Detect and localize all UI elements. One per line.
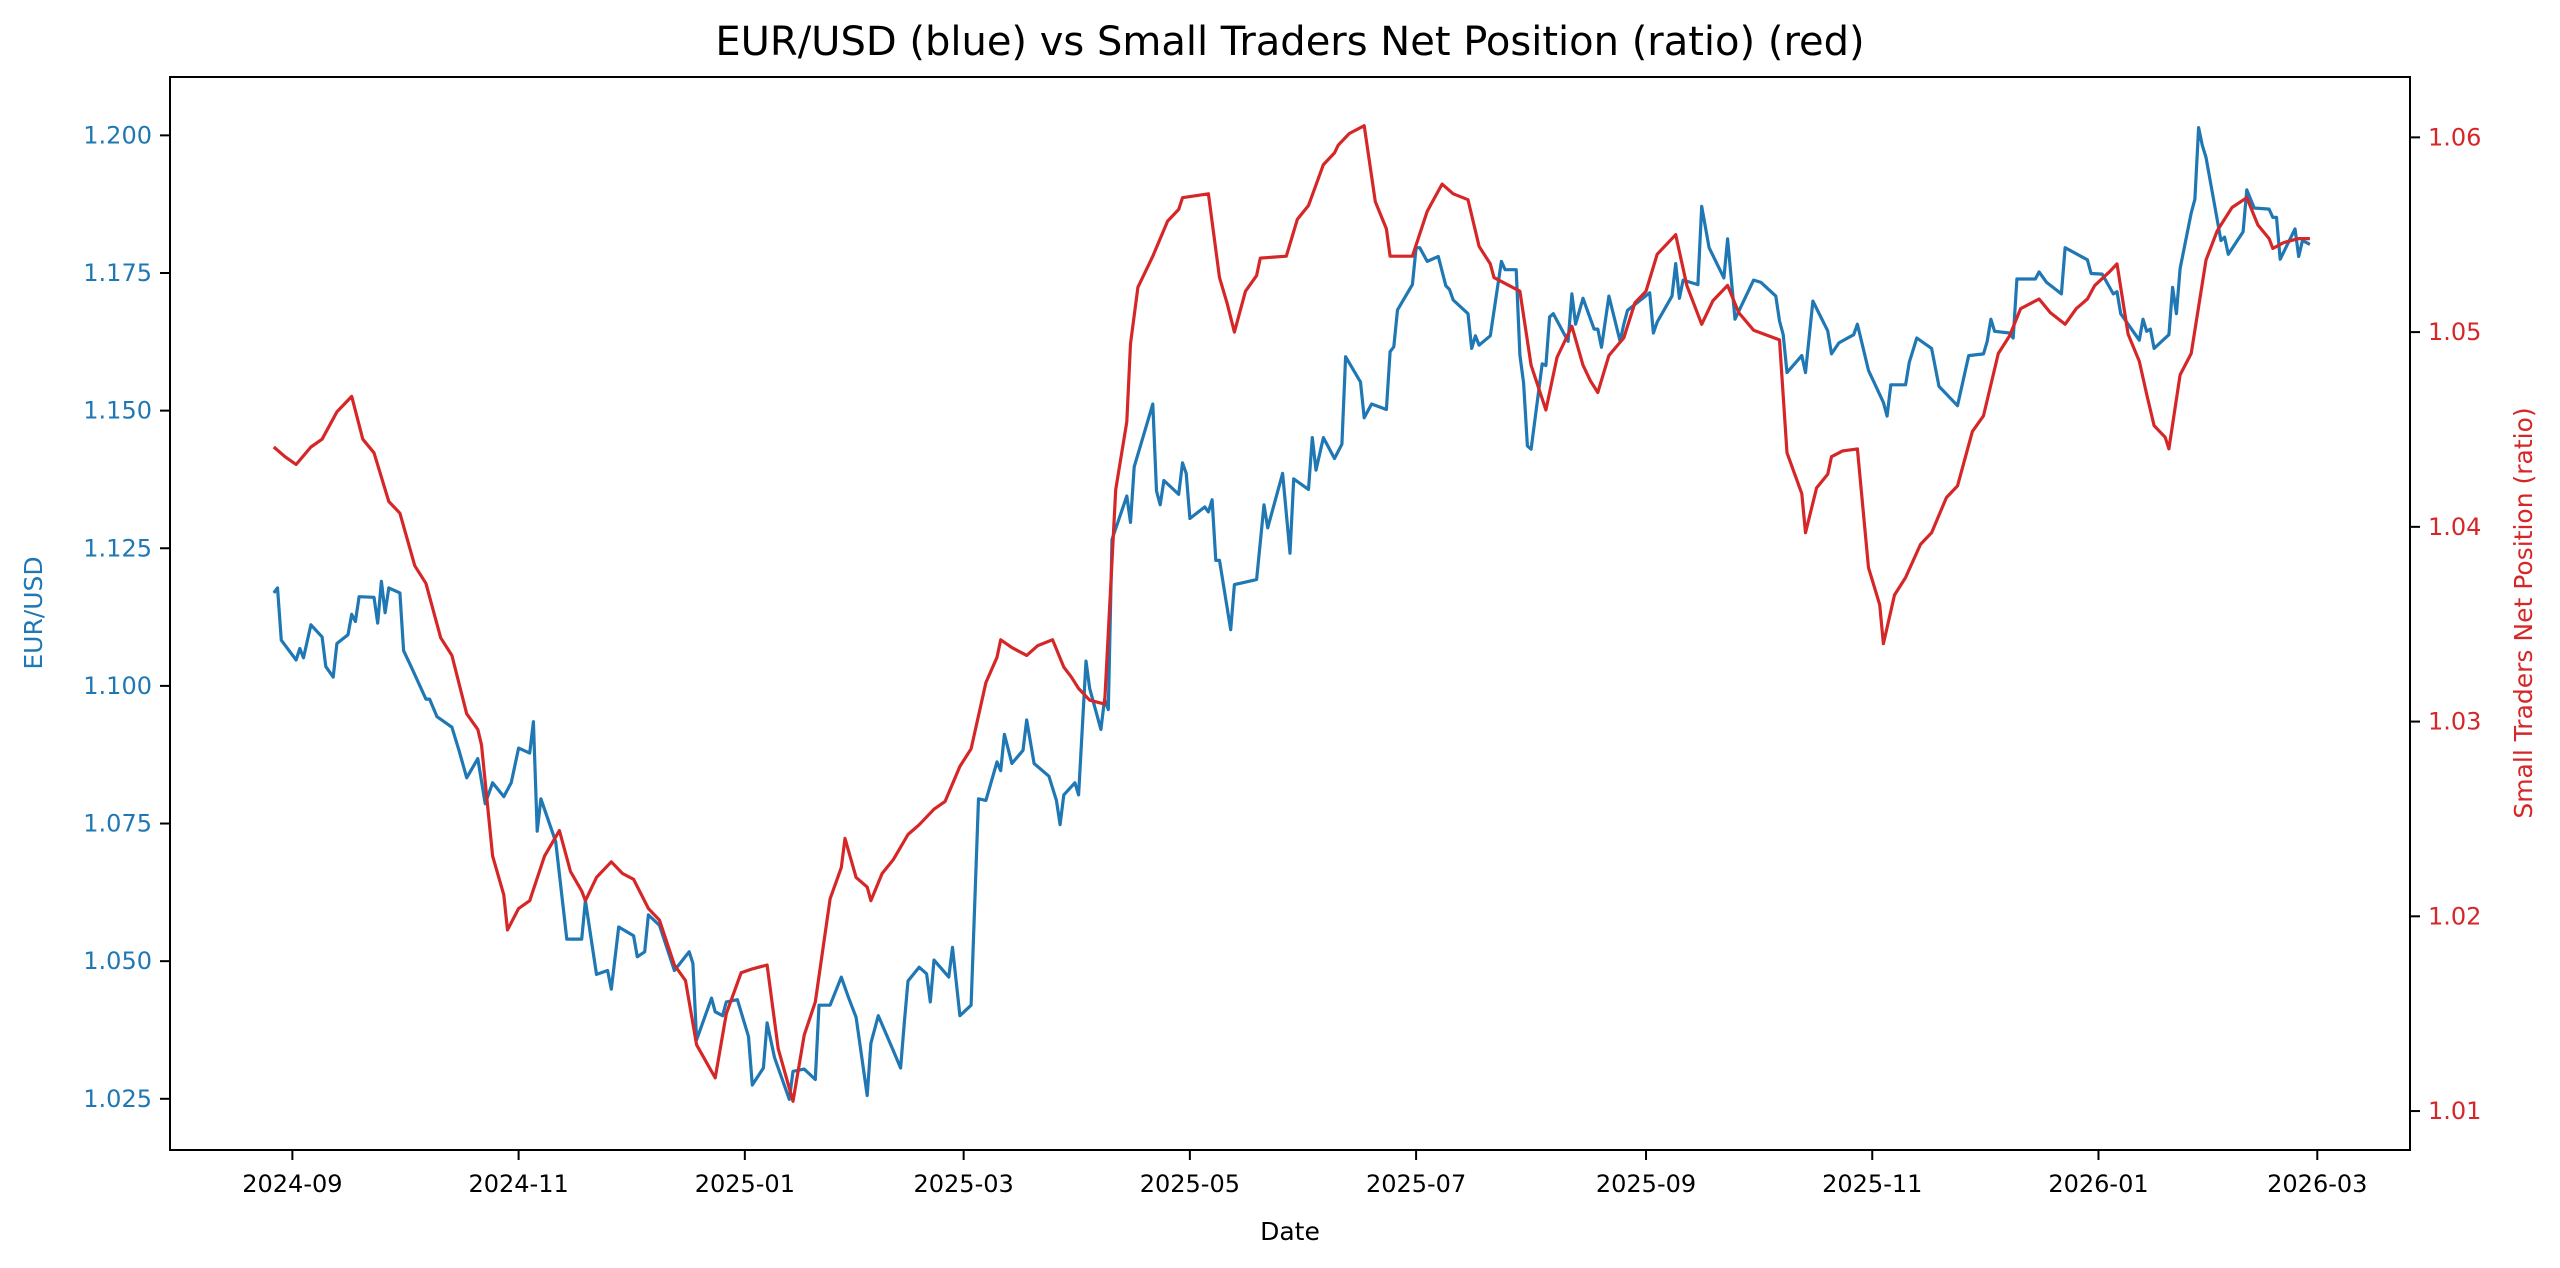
x-tick-label: 2024-11 <box>468 1170 568 1198</box>
plot-frame <box>169 76 2411 1151</box>
x-tick-label: 2026-01 <box>2048 1170 2148 1198</box>
y-left-tick-label: 1.125 <box>83 534 152 562</box>
x-tick-label: 2025-01 <box>695 1170 795 1198</box>
y-left-tick-label: 1.175 <box>83 259 152 287</box>
y-left-tick-label: 1.150 <box>83 397 152 425</box>
x-tick-label: 2025-05 <box>1140 1170 1240 1198</box>
x-tick-label: 2025-03 <box>914 1170 1014 1198</box>
x-tick-label: 2026-03 <box>2267 1170 2367 1198</box>
y-right-tick-label: 1.01 <box>2428 1097 2481 1125</box>
x-axis-label: Date <box>1260 1217 1320 1246</box>
x-tick-label: 2025-07 <box>1366 1170 1466 1198</box>
y-right-tick-label: 1.02 <box>2428 902 2481 930</box>
y-right-tick-label: 1.03 <box>2428 708 2481 736</box>
y-axis-left-label: EUR/USD <box>19 556 48 669</box>
y-axis-right: 1.01 1.02 1.03 1.04 1.05 1.06 <box>2410 123 2481 1125</box>
x-axis: 2024-09 2024-11 2025-01 2025-03 2025-05 2025-… <box>242 1150 2367 1198</box>
eurusd-series-line <box>272 126 2311 1101</box>
y-axis-right-label: Small Traders Net Position (ratio) <box>2509 407 2538 818</box>
y-right-tick-label: 1.04 <box>2428 513 2481 541</box>
y-left-tick-label: 1.025 <box>83 1085 152 1113</box>
x-tick-label: 2025-11 <box>1822 1170 1922 1198</box>
y-left-tick-label: 1.100 <box>83 672 152 700</box>
small-traders-series-line <box>272 124 2310 1103</box>
y-left-tick-label: 1.050 <box>83 947 152 975</box>
y-left-tick-label: 1.075 <box>83 810 152 838</box>
y-axis-left: 1.025 1.050 1.075 1.100 1.125 1.150 1.175 1.200 <box>83 121 170 1113</box>
plot-lines <box>272 124 2311 1103</box>
y-right-tick-label: 1.06 <box>2428 123 2481 151</box>
y-left-tick-label: 1.200 <box>83 121 152 149</box>
x-tick-label: 2025-09 <box>1596 1170 1696 1198</box>
x-tick-label: 2024-09 <box>242 1170 342 1198</box>
y-right-tick-label: 1.05 <box>2428 318 2481 346</box>
chart-title: EUR/USD (blue) vs Small Traders Net Posi… <box>715 19 1864 65</box>
